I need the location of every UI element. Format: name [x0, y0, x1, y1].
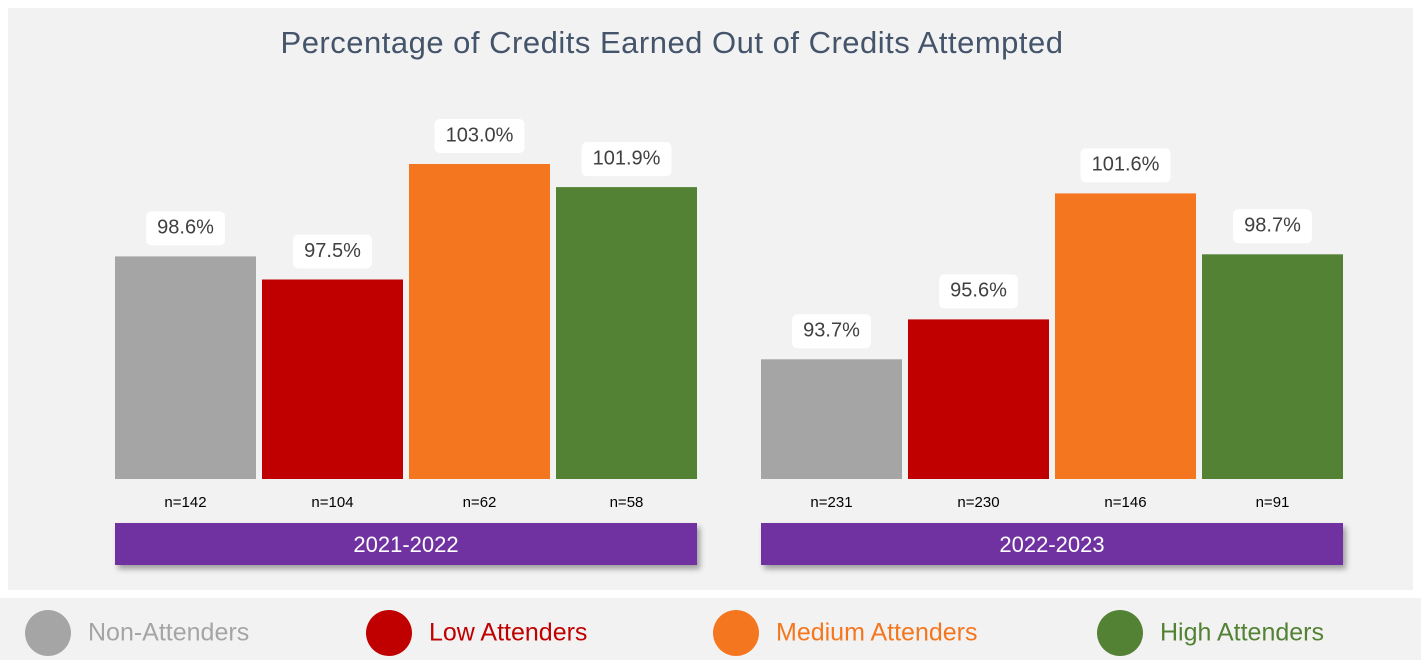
legend-swatch: [1097, 610, 1143, 656]
legend-label: Medium Attenders: [776, 619, 978, 647]
value-label: 95.6%: [950, 280, 1007, 302]
value-label-box: [581, 142, 672, 177]
value-label-box: [434, 119, 525, 153]
legend-label: High Attenders: [1160, 619, 1324, 647]
n-label: n=230: [957, 494, 999, 511]
value-label: 98.7%: [1244, 215, 1301, 237]
value-label-box: [939, 274, 1018, 309]
value-label-box: [293, 234, 372, 269]
value-label-box: [1080, 148, 1171, 183]
n-label: n=146: [1104, 494, 1146, 511]
bar: [409, 164, 550, 479]
x-tick-label: 2022-2023: [999, 532, 1104, 557]
n-label: n=104: [311, 494, 353, 511]
bar: [908, 319, 1049, 479]
bar: [1055, 193, 1196, 479]
n-label: n=231: [810, 494, 852, 511]
category-band: [761, 523, 1343, 565]
value-label: 103.0%: [446, 124, 514, 146]
legend-swatch: [366, 610, 412, 656]
n-label: n=62: [463, 494, 497, 511]
value-label: 101.6%: [1092, 154, 1160, 176]
bar: [1202, 254, 1343, 479]
x-tick-label: 2021-2022: [353, 532, 458, 557]
value-label: 93.7%: [803, 320, 860, 342]
value-label-box: [1233, 209, 1312, 244]
value-label-box: [792, 314, 871, 349]
n-label: n=142: [164, 494, 206, 511]
bar: [115, 256, 256, 479]
category-band: [115, 523, 697, 565]
legend-swatch: [713, 610, 759, 656]
legend-label: Non-Attenders: [88, 619, 249, 647]
legend-label: Low Attenders: [429, 619, 587, 647]
legend-swatch: [25, 610, 71, 656]
value-label-box: [146, 211, 225, 246]
legend-background: [0, 598, 1421, 660]
bar: [761, 359, 902, 479]
value-label: 101.9%: [593, 147, 661, 169]
n-label: n=58: [610, 494, 644, 511]
chart-title: Percentage of Credits Earned Out of Cred…: [281, 25, 1064, 60]
n-label: n=91: [1256, 494, 1290, 511]
value-label: 97.5%: [304, 240, 361, 262]
value-label: 98.6%: [157, 217, 214, 239]
bar: [556, 187, 697, 479]
bar: [262, 279, 403, 479]
